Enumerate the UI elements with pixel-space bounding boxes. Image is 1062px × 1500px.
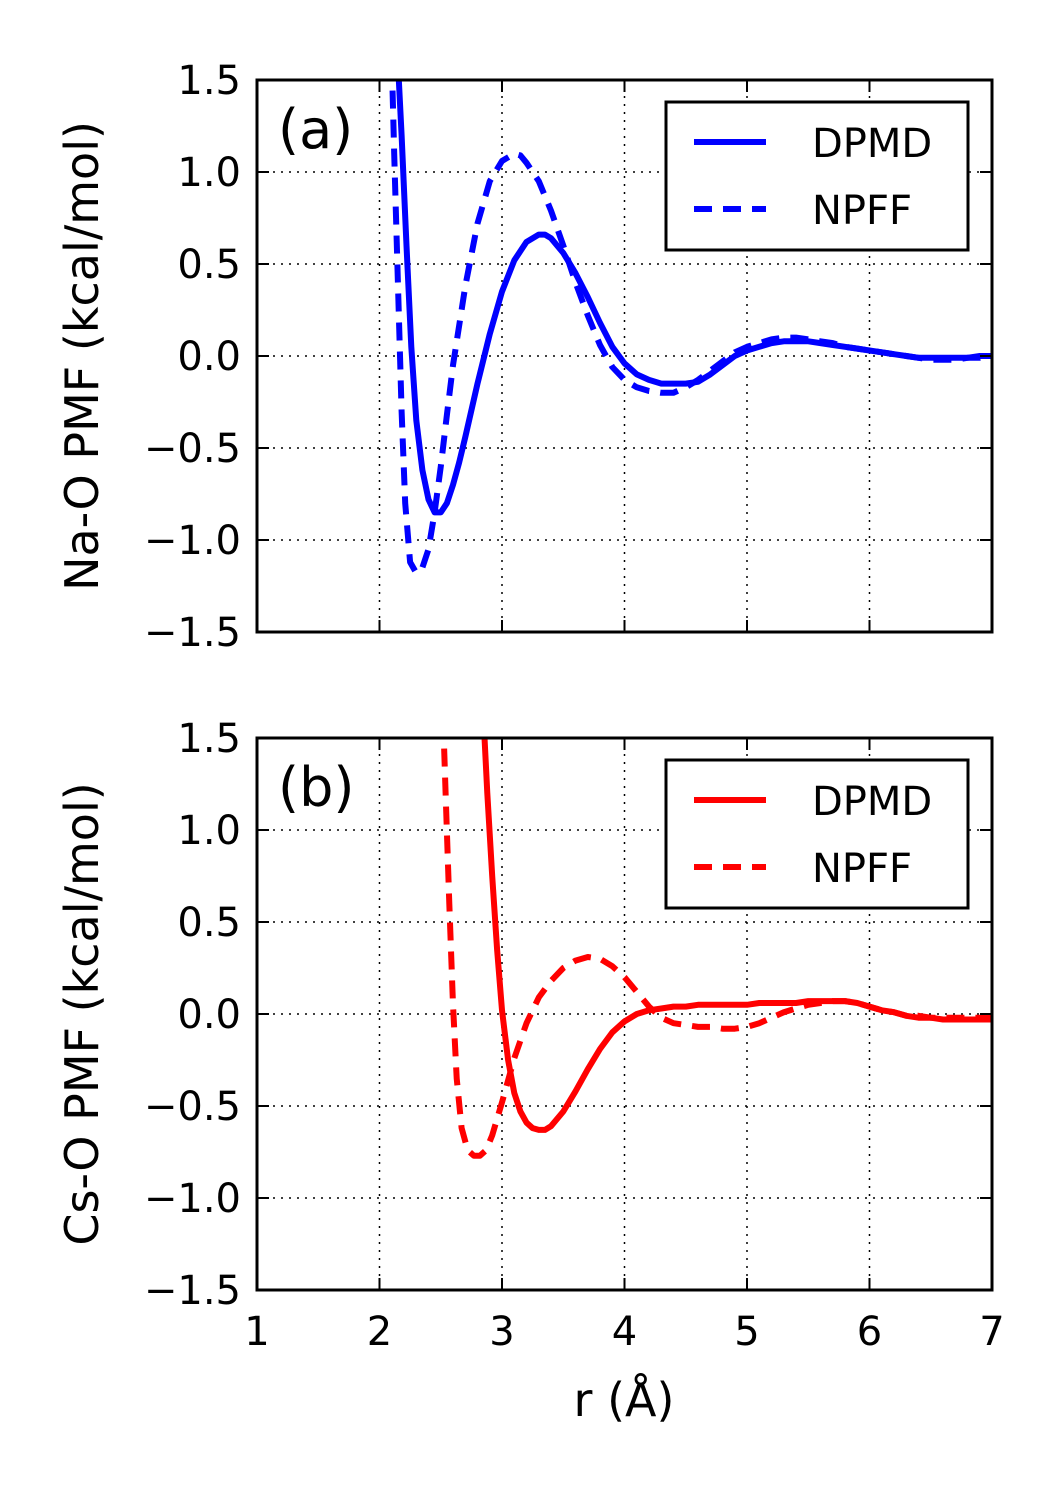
x-tick-label: 3 <box>489 1309 514 1355</box>
y-axis-label-a: Na-O PMF (kcal/mol) <box>55 121 109 591</box>
y-tick-label-b: −0.5 <box>144 1084 241 1130</box>
legend-a: DPMD NPFF <box>666 102 968 250</box>
legend-label-dpmd-b: DPMD <box>812 779 932 825</box>
x-axis-label: r (Å) <box>574 1373 675 1427</box>
legend-label-npff-b: NPFF <box>812 846 912 892</box>
x-tick-label: 7 <box>979 1309 1004 1355</box>
x-tick-label: 6 <box>857 1309 882 1355</box>
x-tick-label: 5 <box>734 1309 759 1355</box>
panel-b: 1 2 3 4 5 6 7 −1.5 −1.0 −0.5 0.0 0.5 1.0 1.5 (b) Cs-O… <box>55 716 1005 1427</box>
y-tick-label-b: 0.0 <box>177 992 241 1038</box>
legend-label-dpmd-a: DPMD <box>812 121 932 167</box>
y-axis-label-b: Cs-O PMF (kcal/mol) <box>55 782 109 1245</box>
x-tick-label: 4 <box>612 1309 637 1355</box>
panel-a: −1.5 −1.0 −0.5 0.0 0.5 1.0 1.5 (a) Na-O PMF (k… <box>55 58 992 656</box>
y-tick-label-a: −1.5 <box>144 610 241 656</box>
panel-label-a: (a) <box>278 98 353 161</box>
y-tick-label-a: 0.0 <box>177 334 241 380</box>
pmf-figure: −1.5 −1.0 −0.5 0.0 0.5 1.0 1.5 (a) Na-O PMF (k… <box>0 0 1062 1500</box>
y-tick-label-a: 0.5 <box>177 242 241 288</box>
y-tick-label-b: −1.5 <box>144 1268 241 1314</box>
y-tick-label-b: −1.0 <box>144 1176 241 1222</box>
y-tick-label-b: 1.0 <box>177 808 241 854</box>
y-tick-label-a: −1.0 <box>144 518 241 564</box>
y-tick-label-a: 1.0 <box>177 150 241 196</box>
legend-label-npff-a: NPFF <box>812 188 912 234</box>
x-tick-label: 1 <box>244 1309 269 1355</box>
legend-b: DPMD NPFF <box>666 760 968 908</box>
y-tick-label-a: 1.5 <box>177 58 241 104</box>
panel-label-b: (b) <box>278 756 354 819</box>
y-tick-label-b: 0.5 <box>177 900 241 946</box>
y-tick-label-a: −0.5 <box>144 426 241 472</box>
y-tick-label-b: 1.5 <box>177 716 241 762</box>
x-tick-label: 2 <box>367 1309 392 1355</box>
